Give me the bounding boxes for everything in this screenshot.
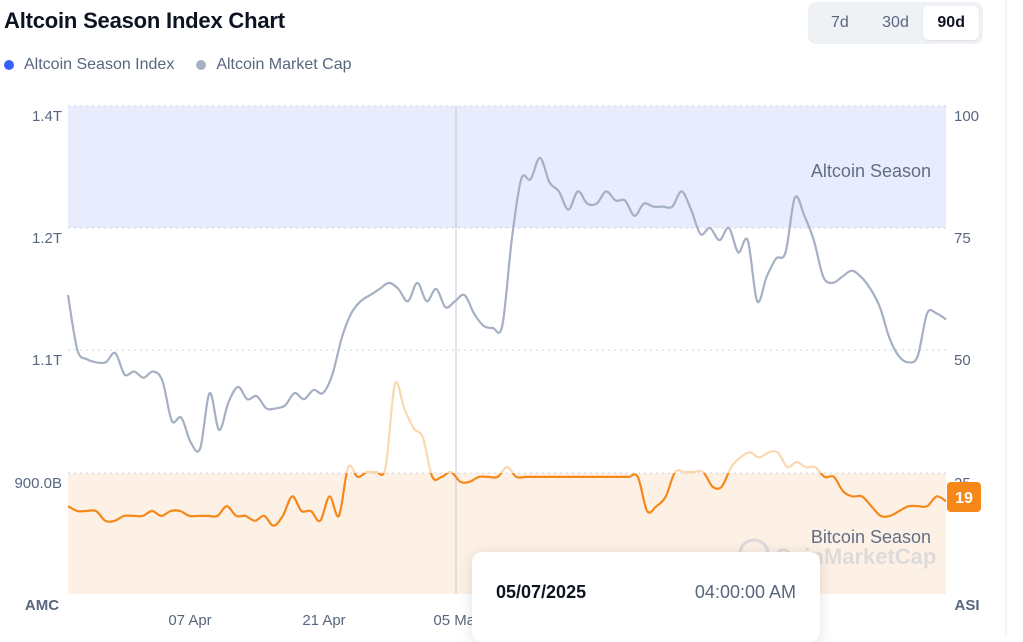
index-line-upper (345, 381, 823, 473)
tooltip-date: 05/07/2025 (496, 582, 587, 602)
zone-label-altcoin-season: Altcoin Season (811, 161, 931, 181)
range-selector: 7d 30d 90d (808, 2, 983, 44)
index-series (67, 381, 947, 527)
market-cap-series (66, 156, 947, 453)
chart-legend: Altcoin Season Index Altcoin Market Cap (4, 56, 352, 74)
range-30d-button[interactable]: 30d (882, 14, 909, 31)
range-90d-button[interactable]: 90d (923, 6, 980, 40)
chart-title: Altcoin Season Index Chart (4, 8, 285, 33)
current-value-badge-text: 19 (955, 490, 973, 507)
current-value-badge-bg (947, 482, 981, 512)
left-tick-2: 1.2T (32, 230, 62, 247)
tooltip-time: 04:00:00 AM (694, 582, 796, 602)
index-line-lower (67, 473, 947, 527)
left-tick-1: 1.4T (32, 108, 62, 125)
left-tick-4: 900.0B (14, 475, 62, 492)
legend-dot-index (4, 60, 14, 70)
x-tick-07-apr: 07 Apr (168, 612, 211, 629)
right-tick-75: 75 (954, 230, 971, 247)
legend-item-cap[interactable]: Altcoin Market Cap (196, 56, 352, 74)
right-tick-100: 100 (954, 108, 979, 125)
altcoin-season-zone (68, 106, 946, 228)
x-tick-21-apr: 21 Apr (302, 612, 345, 629)
market-cap-line (66, 156, 947, 453)
legend-label-index: Altcoin Season Index (24, 56, 175, 73)
range-7d-button[interactable]: 7d (830, 14, 849, 31)
chart-plot[interactable]: CoinMarketCap Altcoin Season Bitcoin Sea… (0, 0, 1005, 636)
panel-border (1005, 0, 1007, 636)
zone-label-bitcoin-season: Bitcoin Season (811, 527, 931, 547)
hover-tooltip: 05/07/2025 04:00:00 AM (472, 552, 820, 642)
right-axis-label: ASI (954, 597, 979, 614)
right-tick-50: 50 (954, 352, 971, 369)
legend-item-index[interactable]: Altcoin Season Index (4, 56, 174, 74)
left-axis-label: AMC (25, 597, 59, 614)
legend-label-cap: Altcoin Market Cap (216, 56, 352, 73)
x-tick-05-may: 05 May (433, 612, 483, 629)
legend-dot-cap (196, 60, 207, 70)
left-tick-3: 1.1T (32, 352, 62, 369)
current-value-badge: 19 (947, 482, 981, 512)
